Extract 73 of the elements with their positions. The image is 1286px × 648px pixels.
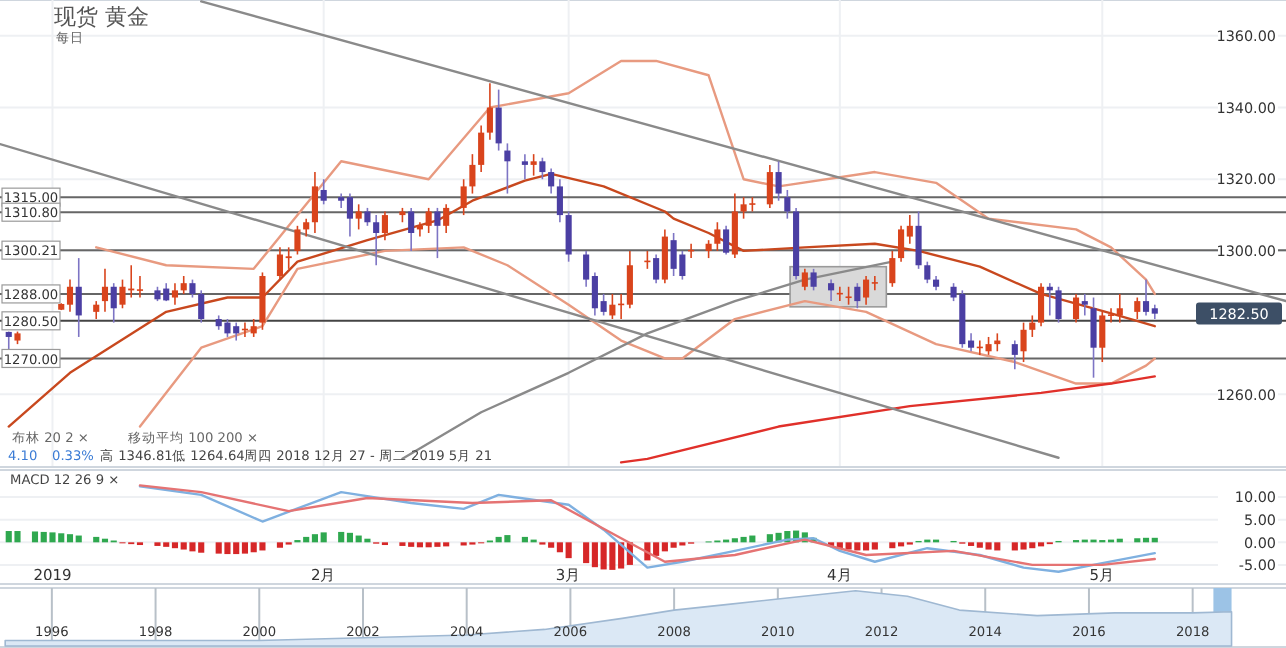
candlestick [320, 178, 327, 206]
candlestick [434, 207, 441, 259]
candlestick [653, 253, 660, 284]
candlestick [101, 268, 109, 313]
candlestick [810, 268, 817, 292]
candlestick [871, 275, 878, 292]
candlestick [548, 167, 555, 195]
line-series [138, 246, 1156, 428]
candlestick [609, 293, 616, 320]
candlestick [924, 260, 931, 284]
candlestick [1020, 321, 1027, 363]
chart-title: 现货 黄金 [54, 4, 149, 30]
candlestick [311, 171, 318, 234]
candlestick [425, 207, 432, 234]
candlestick [521, 153, 528, 181]
candlestick [539, 156, 546, 181]
candlestick [723, 225, 730, 256]
candlestick [915, 210, 922, 270]
candlestick [731, 192, 738, 259]
candlestick [1011, 339, 1018, 371]
candlestick [661, 228, 668, 284]
candlestick [889, 250, 896, 288]
candlestick [75, 257, 82, 338]
candlestick [276, 246, 284, 281]
candlestick [294, 225, 301, 256]
candlestick [766, 164, 773, 209]
candlestick [828, 278, 835, 302]
candlestick [259, 271, 266, 331]
candlestick [1134, 296, 1141, 320]
candlestick [346, 192, 353, 238]
candlestick [670, 232, 677, 277]
candlestick [801, 268, 808, 292]
candlestick [863, 275, 870, 306]
candlestick [373, 214, 380, 267]
candlestick [898, 225, 905, 263]
candlestick [504, 142, 511, 195]
candlestick [1029, 314, 1036, 338]
candlestick [1090, 296, 1097, 379]
candlestick [565, 210, 572, 263]
line-series [619, 375, 1156, 464]
candlestick [1081, 293, 1088, 317]
candlestick [1142, 278, 1150, 317]
candlestick [381, 210, 388, 241]
line-series [95, 59, 1156, 296]
candlestick [530, 153, 537, 177]
candlestick [469, 153, 476, 195]
candlestick [171, 282, 179, 306]
candlestick [1037, 282, 1045, 327]
candlestick [66, 278, 74, 313]
candlestick [136, 275, 144, 299]
candlestick [460, 178, 467, 216]
candlestick [1116, 293, 1123, 324]
candlestick [285, 246, 292, 270]
line-series [7, 172, 1156, 428]
candlestick [443, 203, 450, 234]
candlestick [1099, 311, 1106, 363]
candlestick [775, 160, 782, 202]
candlestick [626, 250, 633, 310]
candlestick [714, 221, 721, 252]
candlestick [740, 196, 747, 220]
candlestick [1055, 285, 1062, 324]
candlestick [556, 178, 563, 224]
candlestick [355, 203, 362, 231]
candlestick [495, 88, 502, 152]
candlestick [486, 82, 493, 141]
candlestick [198, 289, 205, 324]
candlestick [784, 189, 791, 220]
candlestick [110, 282, 117, 324]
candlestick [478, 124, 485, 173]
candlestick [119, 278, 126, 310]
candlestick [1072, 293, 1080, 324]
candlestick [854, 282, 861, 310]
candlestick [408, 207, 415, 252]
